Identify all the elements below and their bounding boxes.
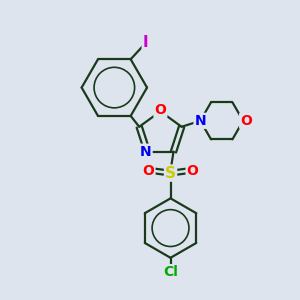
- Text: I: I: [143, 35, 148, 50]
- Text: O: O: [154, 103, 166, 117]
- Text: Cl: Cl: [163, 265, 178, 279]
- Text: N: N: [140, 145, 152, 159]
- Text: N: N: [194, 114, 206, 128]
- Text: S: S: [165, 166, 176, 181]
- Text: O: O: [187, 164, 199, 178]
- Text: O: O: [142, 164, 154, 178]
- Text: O: O: [240, 114, 252, 128]
